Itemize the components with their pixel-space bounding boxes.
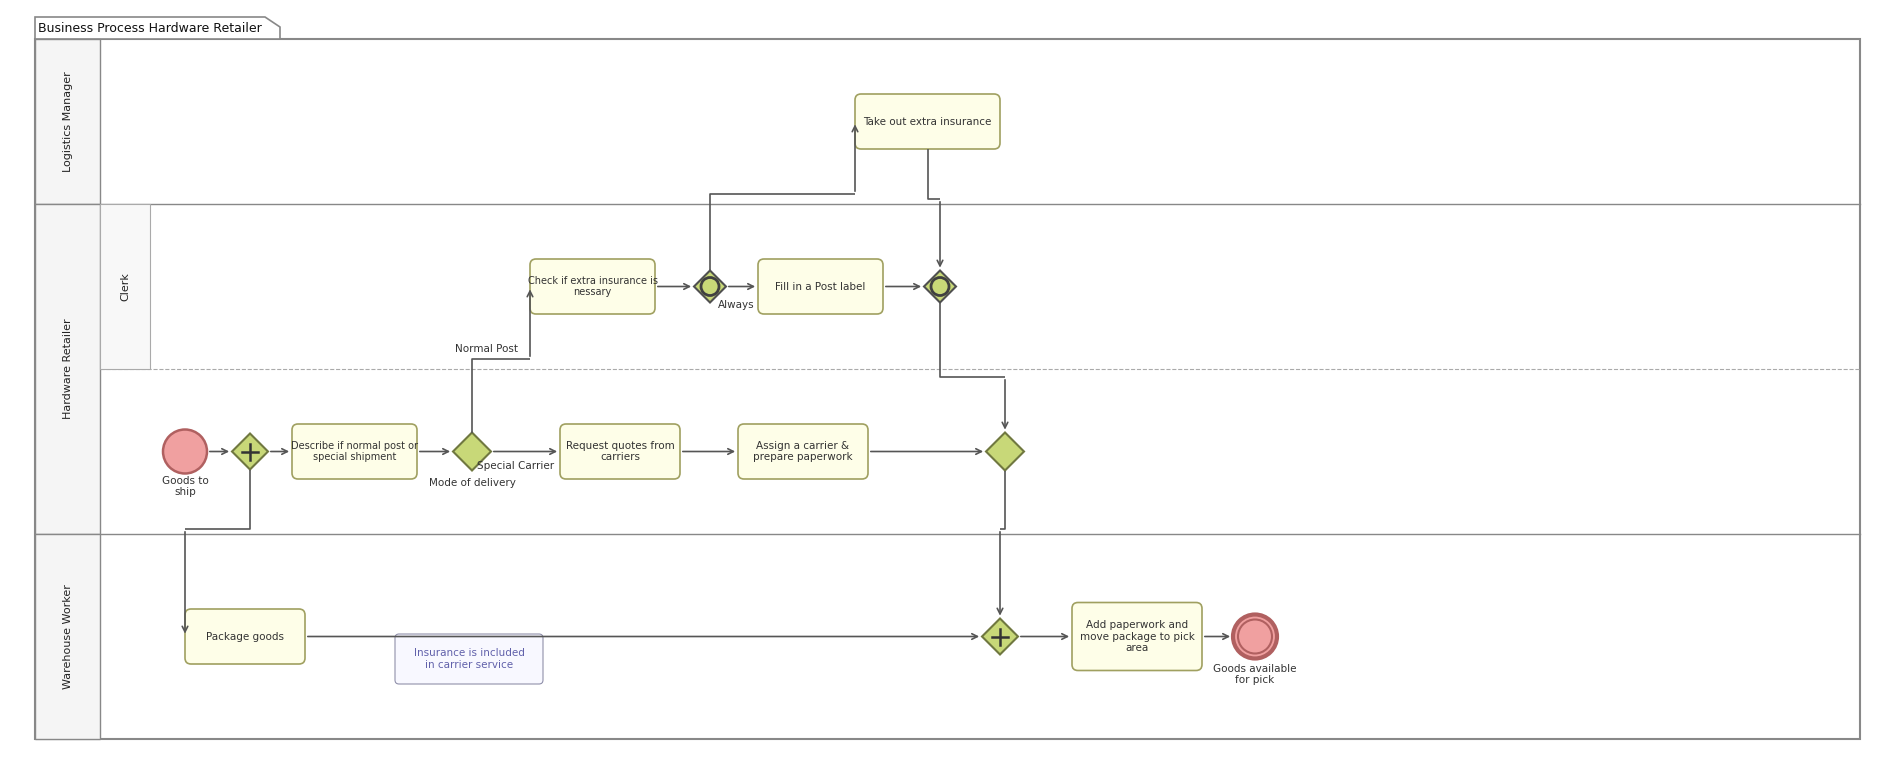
FancyBboxPatch shape	[531, 259, 655, 314]
Bar	[36, 204, 100, 534]
Polygon shape	[924, 270, 956, 303]
Polygon shape	[693, 270, 725, 303]
Text: Fill in a Post label: Fill in a Post label	[774, 281, 865, 292]
Bar	[36, 534, 100, 739]
FancyBboxPatch shape	[395, 634, 542, 684]
Text: Assign a carrier &
prepare paperwork: Assign a carrier & prepare paperwork	[754, 441, 852, 462]
FancyBboxPatch shape	[293, 424, 417, 479]
FancyBboxPatch shape	[559, 424, 680, 479]
Text: Normal Post: Normal Post	[455, 344, 518, 354]
Text: Goods available
for pick: Goods available for pick	[1213, 664, 1296, 685]
Text: Hardware Retailer: Hardware Retailer	[62, 319, 72, 419]
Polygon shape	[36, 17, 280, 39]
Text: Take out extra insurance: Take out extra insurance	[863, 116, 992, 127]
Polygon shape	[453, 432, 491, 471]
Text: Logistics Manager: Logistics Manager	[62, 71, 72, 172]
Polygon shape	[232, 433, 268, 470]
Bar	[36, 39, 100, 204]
FancyBboxPatch shape	[1071, 603, 1201, 671]
Bar	[100, 204, 149, 369]
Polygon shape	[986, 432, 1024, 471]
FancyBboxPatch shape	[757, 259, 882, 314]
Circle shape	[162, 429, 208, 474]
Text: Warehouse Worker: Warehouse Worker	[62, 584, 72, 689]
FancyBboxPatch shape	[856, 94, 999, 149]
Text: Describe if normal post or
special shipment: Describe if normal post or special shipm…	[291, 441, 417, 462]
Text: Request quotes from
carriers: Request quotes from carriers	[565, 441, 674, 462]
Text: Insurance is included
in carrier service: Insurance is included in carrier service	[414, 648, 525, 670]
Circle shape	[1234, 614, 1277, 659]
Text: Special Carrier: Special Carrier	[478, 461, 555, 471]
Circle shape	[701, 277, 720, 296]
Text: Mode of delivery: Mode of delivery	[429, 478, 516, 487]
Text: Goods to
ship: Goods to ship	[162, 476, 208, 497]
Text: Clerk: Clerk	[121, 272, 130, 301]
Text: Package goods: Package goods	[206, 632, 283, 642]
Text: Business Process Hardware Retailer: Business Process Hardware Retailer	[38, 21, 261, 34]
FancyBboxPatch shape	[185, 609, 304, 664]
FancyBboxPatch shape	[739, 424, 869, 479]
Circle shape	[931, 277, 948, 296]
Text: Add paperwork and
move package to pick
area: Add paperwork and move package to pick a…	[1079, 620, 1194, 653]
Polygon shape	[982, 619, 1018, 655]
Text: Check if extra insurance is
nessary: Check if extra insurance is nessary	[527, 276, 657, 297]
Circle shape	[1237, 620, 1271, 653]
Text: Always: Always	[718, 299, 754, 309]
